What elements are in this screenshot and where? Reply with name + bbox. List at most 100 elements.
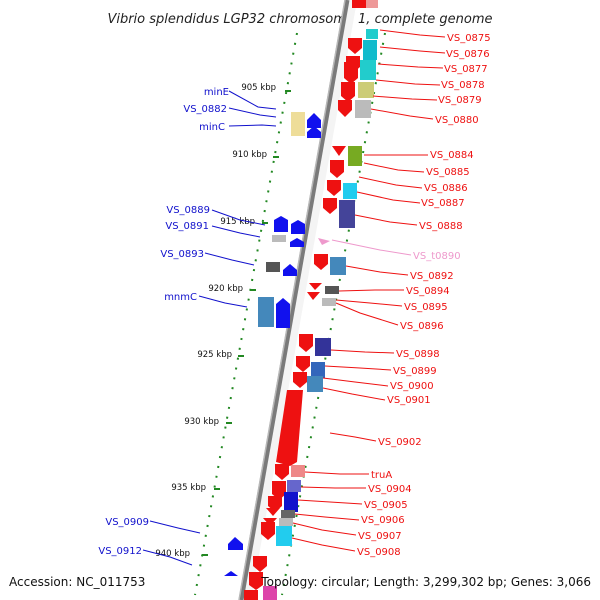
gene-label-truA: truA bbox=[371, 470, 392, 481]
gene-block bbox=[348, 146, 362, 166]
gene-arrow bbox=[275, 464, 289, 480]
gene-block bbox=[358, 82, 374, 98]
gene-block bbox=[363, 40, 377, 60]
gene-label-VS_0888: VS_0888 bbox=[419, 221, 463, 232]
gene-block bbox=[287, 480, 301, 492]
gene-block bbox=[360, 60, 376, 80]
gene-arrow bbox=[341, 82, 355, 102]
gene-arrow bbox=[272, 481, 286, 500]
gene-arrow bbox=[332, 146, 346, 156]
genome-backbone bbox=[238, 0, 350, 600]
gene-label-VS_0891: VS_0891 bbox=[165, 221, 209, 232]
gene-label-VS_0909: VS_0909 bbox=[105, 517, 149, 528]
reverse-strand-genes bbox=[224, 112, 321, 576]
gene-arrow bbox=[344, 62, 358, 84]
gene-block bbox=[343, 183, 357, 199]
gene-block bbox=[291, 465, 305, 477]
gene-block bbox=[291, 112, 305, 136]
trna-feature bbox=[318, 238, 330, 245]
gene-arrow bbox=[299, 334, 313, 352]
kbp-tick-label: 920 kbp bbox=[208, 284, 243, 294]
gene-label-VS_0876: VS_0876 bbox=[446, 49, 490, 60]
gene-label-VS_0887: VS_0887 bbox=[421, 198, 465, 209]
gene-label-VS_0899: VS_0899 bbox=[393, 366, 437, 377]
gene-arrow bbox=[330, 160, 344, 178]
gene-arrow bbox=[290, 238, 304, 247]
gene-label-VS_0877: VS_0877 bbox=[444, 64, 488, 75]
gene-label-VS_0875: VS_0875 bbox=[447, 33, 491, 44]
gene-arrow bbox=[276, 298, 290, 328]
gene-label-VS_0879: VS_0879 bbox=[438, 95, 482, 106]
gene-label-VS_0900: VS_0900 bbox=[390, 381, 434, 392]
gene-label-minE: minE bbox=[204, 87, 229, 98]
gene-block bbox=[284, 492, 298, 512]
map-title: Vibrio splendidus LGP32 chromosome 1, co… bbox=[107, 12, 492, 27]
gene-block bbox=[355, 100, 371, 118]
gene-arrow bbox=[327, 180, 341, 196]
genome-summary-text: Topology: circular; Length: 3,299,302 bp… bbox=[260, 575, 591, 589]
kbp-tick-label: 905 kbp bbox=[241, 83, 276, 93]
gene-label-VS_0882: VS_0882 bbox=[183, 104, 227, 115]
gene-block bbox=[325, 286, 339, 294]
kbp-tick-label: 940 kbp bbox=[155, 549, 190, 559]
gene-label-VS_0904: VS_0904 bbox=[368, 484, 412, 495]
gene-label-VS_0884: VS_0884 bbox=[430, 150, 474, 161]
right-gene-labels: VS_0875 VS_0876 VS_0877 VS_0878 VS_0879 … bbox=[291, 29, 491, 558]
gene-label-VS_0893: VS_0893 bbox=[160, 249, 204, 260]
kbp-tick-labels: 905 kbp 910 kbp 915 kbp 920 kbp 925 kbp … bbox=[155, 83, 276, 559]
forward-strand-genes bbox=[244, 0, 378, 600]
gene-label-VS_0895: VS_0895 bbox=[404, 302, 448, 313]
gene-label-VS_0901: VS_0901 bbox=[387, 395, 431, 406]
gene-arrow bbox=[307, 113, 321, 128]
gene-block bbox=[315, 338, 331, 356]
gene-arrow bbox=[314, 254, 328, 270]
gene-arrow bbox=[293, 372, 307, 388]
kbp-tick-label: 925 kbp bbox=[197, 350, 232, 360]
gene-arrow bbox=[224, 571, 238, 576]
left-gene-labels: minE VS_0882 minC VS_0889 VS_0891 VS_089… bbox=[98, 87, 277, 566]
gene-arrow bbox=[307, 292, 320, 300]
gene-block bbox=[322, 298, 336, 306]
gene-label-VS_0908: VS_0908 bbox=[357, 547, 401, 558]
gene-block bbox=[266, 262, 280, 272]
gene-label-VS_0896: VS_0896 bbox=[400, 321, 444, 332]
gene-arrow bbox=[253, 556, 267, 572]
gene-label-VS_0892: VS_0892 bbox=[410, 271, 454, 282]
accession-text: Accession: NC_011753 bbox=[9, 575, 145, 589]
gene-arrow bbox=[228, 537, 243, 550]
gene-arrow bbox=[296, 356, 310, 372]
gene-label-VS_0894: VS_0894 bbox=[406, 286, 450, 297]
gene-label-VS_0898: VS_0898 bbox=[396, 349, 440, 360]
kbp-tick-marks bbox=[202, 90, 291, 556]
gene-arrow-large bbox=[276, 390, 303, 466]
gene-block bbox=[307, 376, 323, 392]
gene-label-VS_0878: VS_0878 bbox=[441, 80, 485, 91]
gene-label-VS_0906: VS_0906 bbox=[361, 515, 405, 526]
gene-block bbox=[366, 0, 378, 8]
backbone-highlight bbox=[238, 0, 346, 600]
gene-block bbox=[311, 362, 325, 378]
gene-arrow bbox=[338, 100, 352, 117]
gene-arrow bbox=[266, 508, 280, 516]
gene-block bbox=[366, 29, 378, 39]
kbp-tick-label: 930 kbp bbox=[184, 417, 219, 427]
gene-label-VS_0905: VS_0905 bbox=[364, 500, 408, 511]
gene-label-VS_0902: VS_0902 bbox=[378, 437, 422, 448]
gene-block bbox=[272, 235, 286, 242]
gene-arrow bbox=[307, 126, 321, 138]
gene-block bbox=[339, 200, 355, 228]
backbone-shadow bbox=[241, 0, 357, 600]
gene-label-VS_0907: VS_0907 bbox=[358, 531, 402, 542]
gene-label-VS_0886: VS_0886 bbox=[424, 183, 468, 194]
gene-arrow bbox=[244, 590, 258, 600]
gene-block bbox=[263, 586, 277, 600]
gene-label-VS_0889: VS_0889 bbox=[166, 205, 210, 216]
gene-label-VS_0885: VS_0885 bbox=[426, 167, 470, 178]
gene-arrow bbox=[309, 283, 322, 290]
gene-label-VS_0880: VS_0880 bbox=[435, 115, 479, 126]
gene-arrow bbox=[323, 198, 337, 214]
gene-block bbox=[258, 297, 274, 327]
kbp-tick-label: 915 kbp bbox=[220, 217, 255, 227]
gene-arrow bbox=[352, 0, 366, 8]
